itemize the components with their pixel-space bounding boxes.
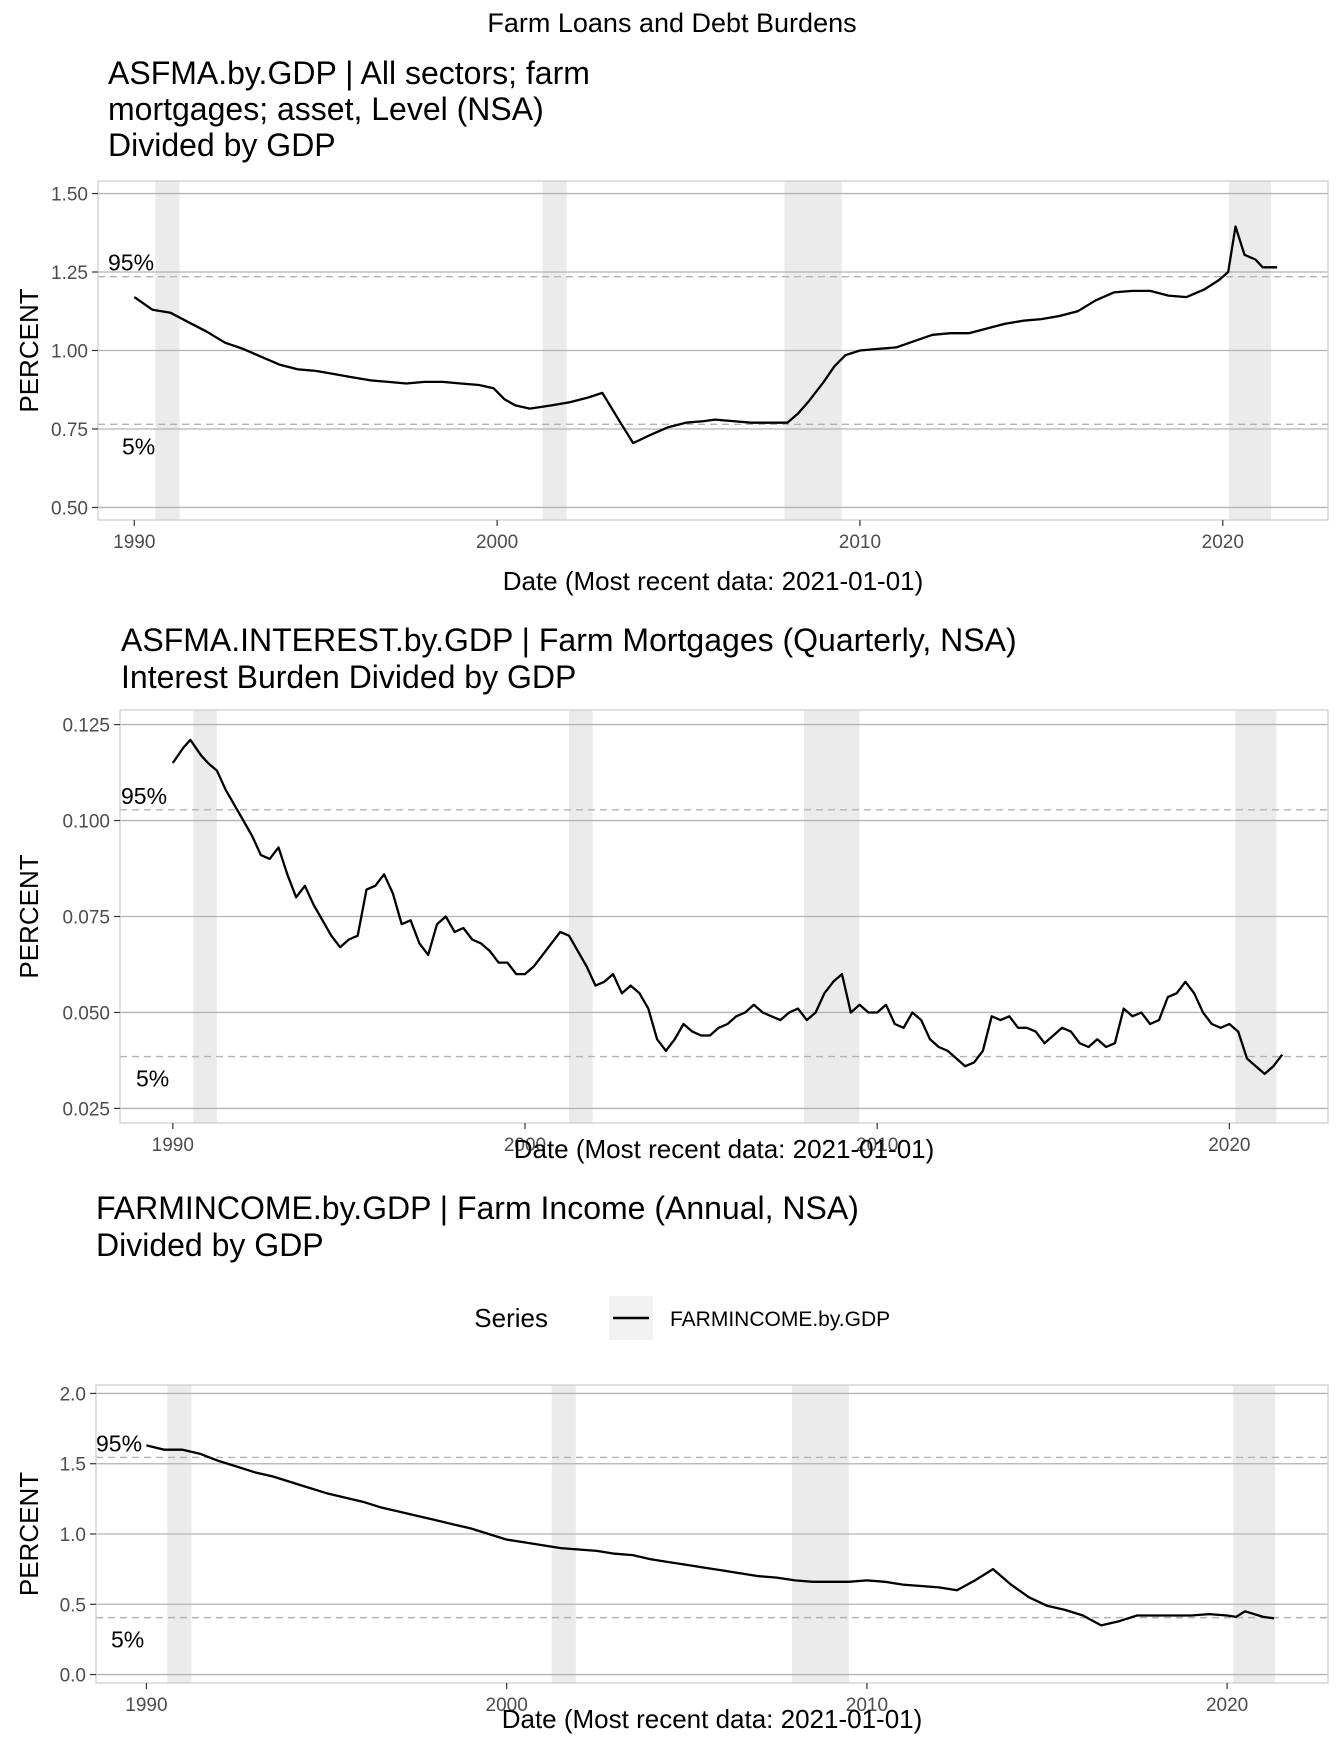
y-tick-label: 1.25 bbox=[51, 263, 88, 284]
y-tick-label: 0.025 bbox=[62, 1099, 110, 1120]
legend-title: Series bbox=[474, 1303, 548, 1333]
y-tick-label: 0.50 bbox=[51, 498, 88, 519]
percentile-label: 5% bbox=[111, 1627, 144, 1653]
y-tick-label: 0.125 bbox=[62, 716, 110, 737]
y-axis-title: PERCENT bbox=[14, 1472, 44, 1596]
x-axis-title: Date (Most recent data: 2021-01-01) bbox=[502, 1704, 923, 1734]
percentile-label: 5% bbox=[136, 1066, 169, 1092]
y-tick-label: 0.0 bbox=[60, 1666, 86, 1687]
x-tick-label: 2000 bbox=[486, 1695, 528, 1716]
x-tick-label: 2020 bbox=[1208, 1135, 1250, 1156]
y-axis-title: PERCENT bbox=[14, 854, 44, 978]
percentile-label: 95% bbox=[121, 783, 167, 809]
panel-title-line: mortgages; asset, Level (NSA) bbox=[108, 91, 544, 127]
x-tick-label: 2010 bbox=[856, 1135, 898, 1156]
x-tick-label: 1990 bbox=[113, 532, 155, 553]
percentile-label: 95% bbox=[108, 250, 154, 276]
percentile-label: 95% bbox=[96, 1430, 142, 1456]
chart-panel-2: ASFMA.INTEREST.by.GDP | Farm Mortgages (… bbox=[14, 622, 1329, 1164]
x-tick-label: 2010 bbox=[839, 532, 881, 553]
panel-title-line: ASFMA.INTEREST.by.GDP | Farm Mortgages (… bbox=[121, 622, 1017, 658]
panel-title-line: FARMINCOME.by.GDP | Farm Income (Annual,… bbox=[96, 1190, 859, 1226]
x-tick-label: 2010 bbox=[846, 1695, 888, 1716]
chart-panel-1: ASFMA.by.GDP | All sectors; farmmortgage… bbox=[14, 55, 1329, 596]
series-line bbox=[171, 738, 1284, 1076]
x-axis-title: Date (Most recent data: 2021-01-01) bbox=[514, 1134, 935, 1164]
legend-label: FARMINCOME.by.GDP bbox=[670, 1308, 890, 1331]
y-tick-label: 1.50 bbox=[51, 185, 88, 206]
y-tick-label: 0.075 bbox=[62, 908, 110, 929]
legend: Series FARMINCOME.by.GDP bbox=[474, 1296, 890, 1340]
y-tick-label: 1.0 bbox=[60, 1525, 86, 1546]
percentile-label: 5% bbox=[122, 433, 155, 459]
series-line bbox=[133, 225, 1278, 445]
x-tick-label: 2000 bbox=[504, 1135, 546, 1156]
x-axis-title: Date (Most recent data: 2021-01-01) bbox=[503, 566, 924, 596]
y-tick-label: 0.050 bbox=[62, 1003, 110, 1024]
y-tick-label: 2.0 bbox=[60, 1384, 86, 1405]
x-tick-label: 2000 bbox=[476, 532, 518, 553]
y-tick-label: 0.5 bbox=[60, 1595, 86, 1616]
chart-panels: ASFMA.by.GDP | All sectors; farmmortgage… bbox=[14, 55, 1329, 1734]
y-tick-label: 0.100 bbox=[62, 812, 110, 833]
panel-title-line: Interest Burden Divided by GDP bbox=[121, 659, 576, 695]
panel-title-line: Divided by GDP bbox=[96, 1227, 324, 1263]
y-tick-label: 1.00 bbox=[51, 342, 88, 363]
y-axis-title: PERCENT bbox=[14, 288, 44, 412]
x-tick-label: 2020 bbox=[1206, 1695, 1248, 1716]
panel-title-line: Divided by GDP bbox=[108, 127, 336, 163]
x-tick-label: 1990 bbox=[125, 1695, 167, 1716]
figure-title: Farm Loans and Debt Burdens bbox=[487, 8, 856, 38]
y-tick-label: 0.75 bbox=[51, 420, 88, 441]
panel-title-line: ASFMA.by.GDP | All sectors; farm bbox=[108, 55, 590, 91]
x-tick-label: 2020 bbox=[1202, 532, 1244, 553]
series-line bbox=[146, 1444, 1275, 1627]
chart-panel-3: FARMINCOME.by.GDP | Farm Income (Annual,… bbox=[14, 1190, 1329, 1734]
x-tick-label: 1990 bbox=[152, 1135, 194, 1156]
y-tick-label: 1.5 bbox=[60, 1455, 86, 1476]
